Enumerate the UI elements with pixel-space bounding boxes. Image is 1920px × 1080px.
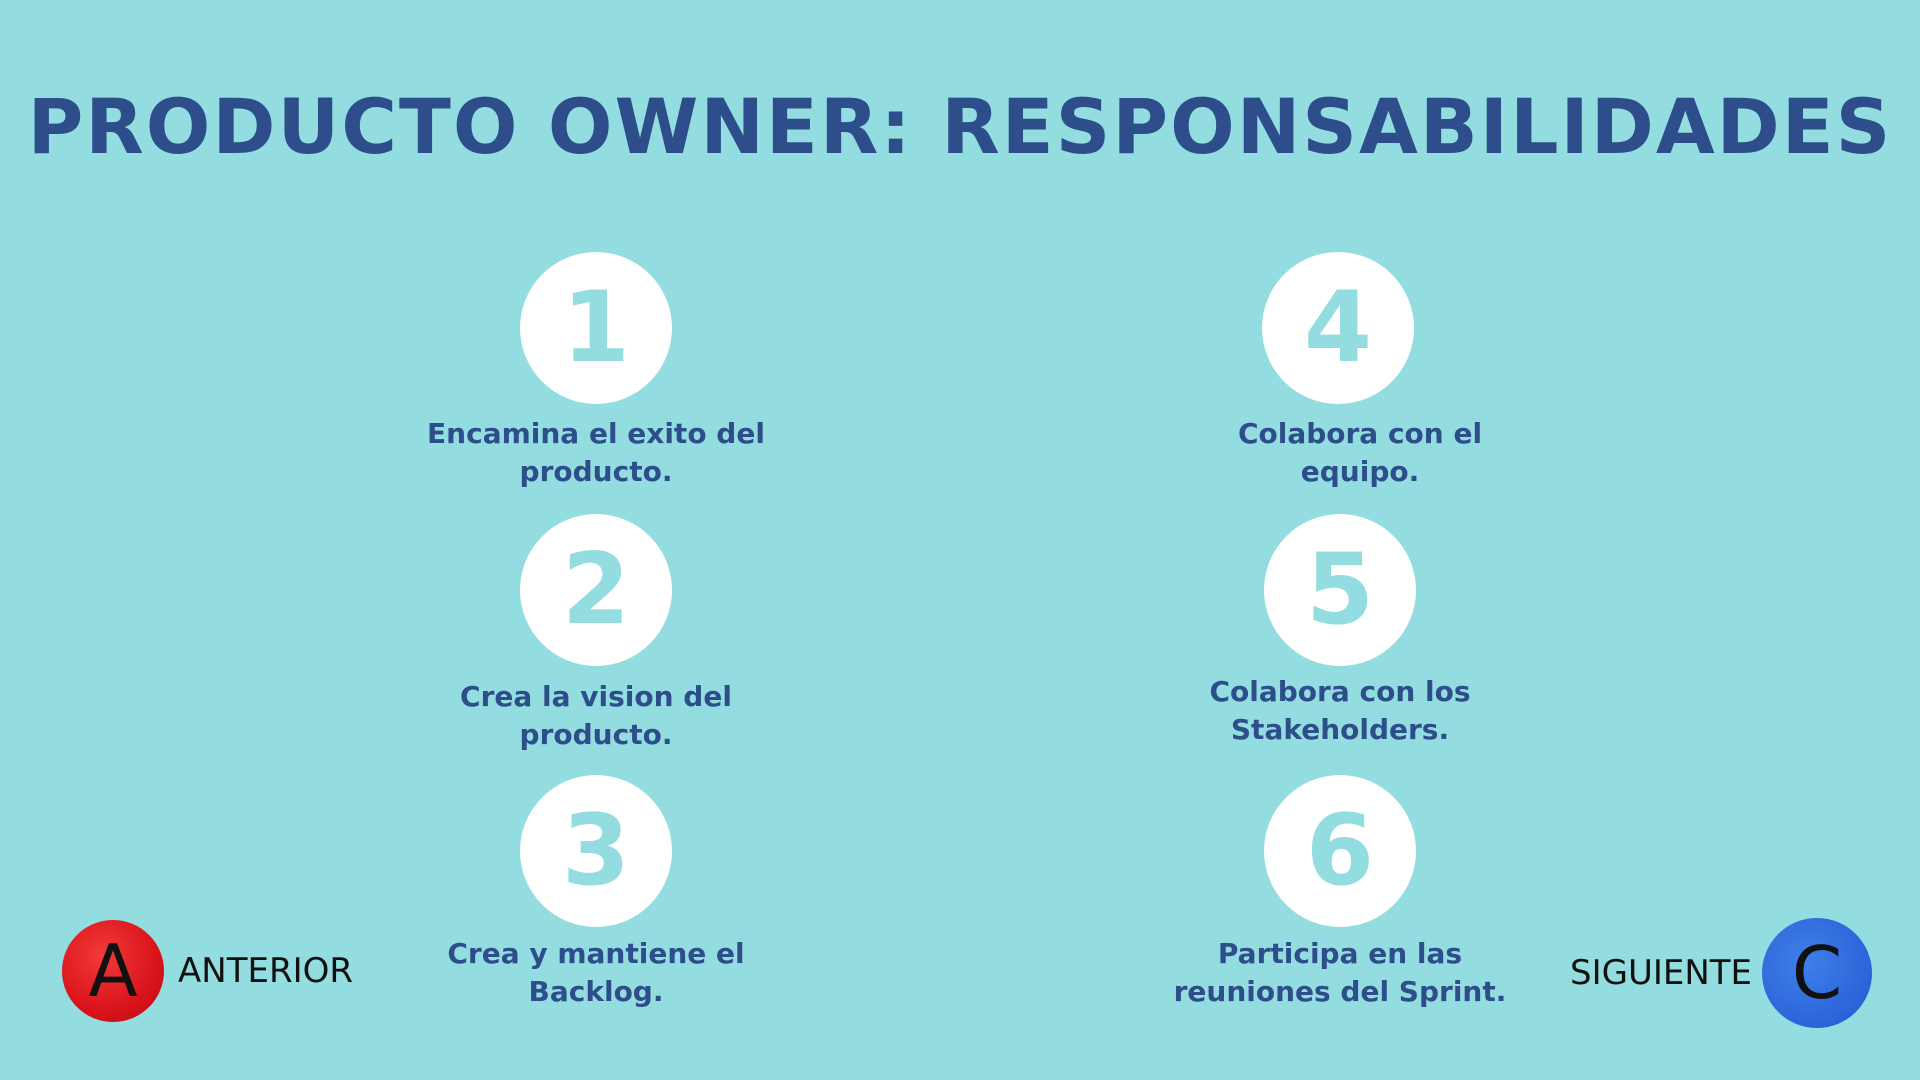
number-circle-1: 1 — [520, 252, 672, 404]
item-caption-1-line-2: producto. — [519, 455, 673, 488]
item-caption-6-line-1: Participa en las — [1217, 937, 1463, 970]
item-caption-4-line-2: equipo. — [1300, 455, 1420, 488]
number-2: 2 — [561, 533, 631, 647]
item-caption-1-line-1: Encamina el exito del — [427, 417, 765, 450]
item-caption-2-line-1: Crea la vision del — [460, 680, 732, 713]
item-caption-1: Encamina el exito del producto. — [386, 415, 806, 491]
number-circle-4: 4 — [1262, 252, 1414, 404]
number-circle-5: 5 — [1264, 514, 1416, 666]
next-icon[interactable]: C — [1762, 918, 1873, 1028]
number-circle-2: 2 — [520, 514, 672, 666]
item-caption-6: Participa en las reuniones del Sprint. — [1130, 935, 1550, 1011]
number-6: 6 — [1305, 794, 1375, 908]
item-caption-4: Colabora con el equipo. — [1150, 415, 1570, 491]
item-caption-5: Colabora con los Stakeholders. — [1130, 673, 1550, 749]
item-caption-3-line-2: Backlog. — [528, 975, 664, 1008]
item-caption-5-line-2: Stakeholders. — [1230, 713, 1450, 746]
previous-label[interactable]: ANTERIOR — [178, 951, 353, 991]
number-4: 4 — [1303, 271, 1373, 385]
item-caption-3: Crea y mantiene el Backlog. — [386, 935, 806, 1011]
number-3: 3 — [561, 794, 631, 908]
item-caption-3-line-1: Crea y mantiene el — [447, 937, 745, 970]
next-button[interactable]: SIGUIENTE C — [1570, 918, 1873, 1028]
item-caption-6-line-2: reuniones del Sprint. — [1173, 975, 1507, 1008]
next-label[interactable]: SIGUIENTE — [1570, 953, 1753, 993]
number-circle-3: 3 — [520, 775, 672, 927]
number-1: 1 — [561, 271, 631, 385]
previous-button[interactable]: A ANTERIOR — [62, 920, 353, 1022]
number-5: 5 — [1305, 533, 1375, 647]
previous-icon[interactable]: A — [62, 920, 164, 1022]
item-caption-2-line-2: producto. — [519, 718, 673, 751]
item-caption-5-line-1: Colabora con los — [1209, 675, 1471, 708]
page-title: PRODUCTO OWNER: RESPONSABILIDADES — [27, 82, 1893, 171]
item-caption-2: Crea la vision del producto. — [386, 678, 806, 754]
item-caption-4-line-1: Colabora con el — [1237, 417, 1483, 450]
number-circle-6: 6 — [1264, 775, 1416, 927]
